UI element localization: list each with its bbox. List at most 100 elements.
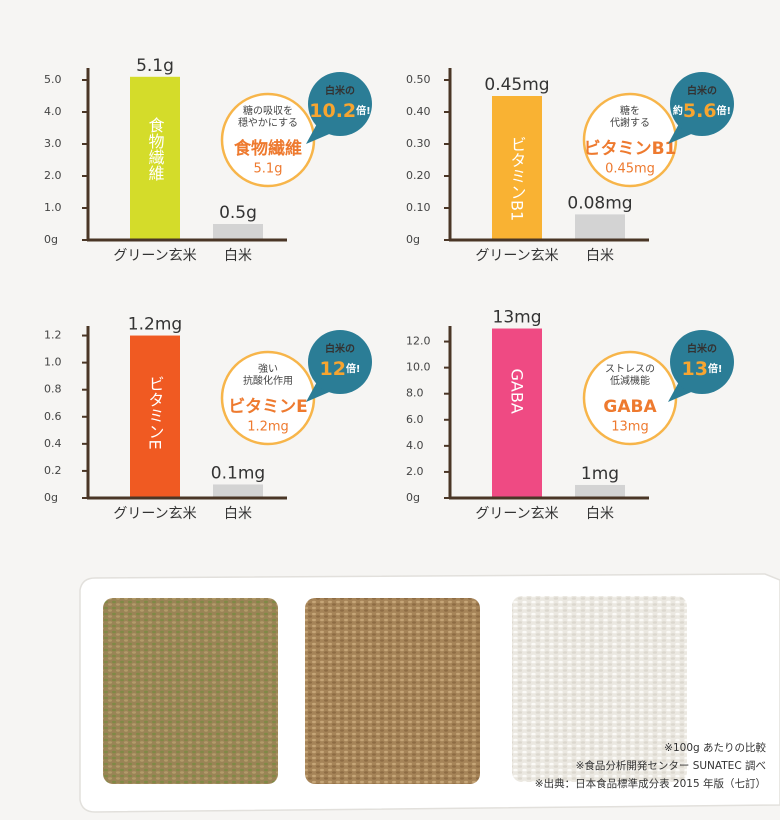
callout-line: 低減機能: [610, 374, 650, 387]
x-tick-label: 白米: [224, 248, 252, 264]
callout-amount: 0.45mg: [605, 162, 655, 177]
badge-number: 12: [319, 358, 345, 380]
value-label: 1.2mg: [128, 315, 182, 335]
bar: [130, 335, 180, 497]
callout-line: 抗酸化作用: [243, 374, 293, 387]
badge-suffix: 倍!: [356, 104, 371, 117]
bar-label: GABA: [508, 369, 527, 414]
badge-ratio: 約5.6倍!: [673, 100, 731, 122]
callout-line: 糖を: [620, 104, 640, 117]
badge: [308, 72, 372, 136]
y-tick-label: 1.0: [44, 356, 62, 369]
value-label: 0.08mg: [567, 193, 632, 213]
value-label: 0.5g: [219, 203, 257, 223]
badge-number: 5.6: [683, 100, 717, 122]
y-tick-label: 1.0: [44, 201, 62, 214]
footnote: ※出典：日本食品標準成分表 2015 年版（七訂）: [535, 777, 766, 790]
badge-top: 白米の: [687, 84, 717, 97]
value-label: 13mg: [493, 308, 542, 328]
bar: [213, 484, 263, 497]
rice-green: [103, 598, 278, 784]
badge-ratio: 13倍!: [681, 358, 722, 380]
bar: [213, 224, 263, 239]
callout-line: 糖の吸収を: [243, 104, 293, 117]
y-tick-label: 6.0: [406, 413, 424, 426]
y-tick-label: 0.8: [44, 383, 62, 396]
footnote: ※100g あたりの比較: [664, 741, 766, 754]
y-tick-label: 10.0: [406, 361, 431, 374]
value-label: 5.1g: [136, 56, 174, 76]
y-tick-label: 0g: [406, 233, 420, 246]
badge-top: 白米の: [325, 342, 355, 355]
rice-tray: [79, 573, 780, 813]
badge: [670, 72, 734, 136]
footnote: ※食品分析開発センター SUNATEC 調べ: [576, 759, 766, 772]
value-label: 0.45mg: [484, 75, 549, 95]
badge: [670, 330, 734, 394]
x-tick-label: 白米: [586, 248, 614, 264]
bar-label: 食物繊維: [146, 117, 165, 181]
x-tick-label: グリーン玄米: [475, 247, 558, 264]
callout-line: 代謝する: [610, 116, 650, 129]
y-tick-label: 4.0: [44, 105, 62, 118]
y-tick-label: 0.10: [406, 201, 431, 214]
badge-suffix: 倍!: [346, 362, 361, 375]
y-tick-label: 3.0: [44, 137, 62, 150]
x-tick-label: グリーン玄米: [475, 505, 558, 522]
y-tick-label: 0g: [406, 491, 420, 504]
bar: [575, 214, 625, 239]
y-tick-label: 1.2: [44, 329, 62, 342]
y-tick-label: 0.50: [406, 73, 431, 86]
badge-top: 白米の: [325, 84, 355, 97]
y-tick-label: 8.0: [406, 387, 424, 400]
bar: [130, 76, 180, 239]
badge-suffix: 倍!: [717, 104, 732, 117]
badge-tail: [306, 380, 334, 402]
y-tick-label: 0.2: [44, 464, 62, 477]
badge-prefix: 約: [673, 104, 683, 117]
bar-label: ビタミンE: [146, 376, 165, 450]
y-tick-label: 0.6: [44, 410, 62, 423]
bar-label: ビタミンB1: [508, 136, 527, 221]
y-tick-label: 4.0: [406, 439, 424, 452]
callout-name: GABA: [603, 397, 657, 417]
bar: [575, 484, 625, 497]
rice-brown: [305, 598, 480, 784]
y-tick-label: 2.0: [44, 169, 62, 182]
badge-number: 13: [681, 358, 707, 380]
y-tick-label: 0g: [44, 233, 58, 246]
callout-name: ビタミンB1: [584, 139, 677, 159]
x-tick-label: グリーン玄米: [113, 247, 196, 264]
rice-white: [512, 596, 687, 782]
badge-tail: [668, 380, 696, 402]
y-tick-label: 12.0: [406, 335, 431, 348]
callout-line: 穏やかにする: [238, 117, 298, 129]
callout-name: ビタミンE: [228, 397, 308, 417]
callout-line: 強い: [258, 362, 278, 375]
badge-number: 10.2: [309, 100, 356, 122]
bar: [492, 96, 542, 239]
badge-tail: [668, 122, 696, 144]
badge-ratio: 12倍!: [319, 358, 360, 380]
y-tick-label: 0.4: [44, 437, 62, 450]
badge: [308, 330, 372, 394]
badge-top: 白米の: [687, 342, 717, 355]
value-label: 0.1mg: [211, 463, 265, 483]
y-tick-label: 0.20: [406, 169, 431, 182]
badge-ratio: 10.2倍!: [309, 100, 370, 122]
x-tick-label: 白米: [586, 506, 614, 522]
callout-amount: 13mg: [611, 420, 648, 435]
badge-suffix: 倍!: [708, 362, 723, 375]
y-tick-label: 0.30: [406, 137, 431, 150]
y-tick-label: 2.0: [406, 465, 424, 478]
y-tick-label: 0.40: [406, 105, 431, 118]
x-tick-label: 白米: [224, 506, 252, 522]
callout-amount: 5.1g: [254, 162, 283, 177]
bar: [492, 328, 542, 497]
callout-line: ストレスの: [605, 364, 655, 375]
badge-tail: [306, 122, 334, 144]
callout-name: 食物繊維: [234, 138, 302, 159]
y-tick-label: 5.0: [44, 73, 62, 86]
y-tick-label: 0g: [44, 491, 58, 504]
